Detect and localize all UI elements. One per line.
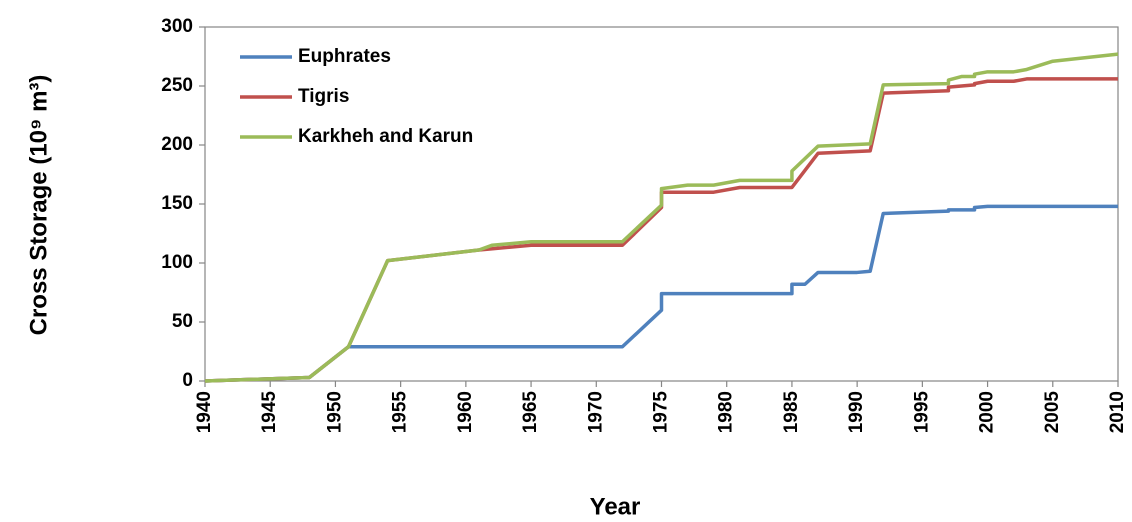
- x-tick-label: 1995: [911, 391, 932, 434]
- y-axis-title: Cross Storage (10⁹ m³): [25, 75, 52, 336]
- x-tick-label: 2005: [1042, 391, 1063, 434]
- series-line: [204, 52, 1119, 383]
- x-tick-label: 2000: [977, 391, 998, 433]
- x-tick-label: 1980: [716, 391, 737, 433]
- legend-label: Karkheh and Karun: [298, 126, 473, 147]
- x-tick-label: 1940: [194, 391, 215, 433]
- y-tick-label: 50: [172, 311, 193, 332]
- legend-label: Euphrates: [298, 46, 391, 67]
- y-tick-label: 300: [161, 16, 193, 37]
- y-tick-label: 100: [161, 252, 193, 273]
- x-tick-label: 1960: [455, 391, 476, 433]
- x-tick-label: 1950: [324, 391, 345, 433]
- legend-label: Tigris: [298, 86, 349, 107]
- series-line: [204, 204, 1118, 383]
- x-tick-label: 2010: [1107, 391, 1128, 433]
- x-tick-label: 1945: [259, 391, 280, 434]
- x-tick-label: 1985: [781, 391, 802, 434]
- series-line: [204, 77, 1118, 383]
- x-axis-title: Year: [590, 493, 641, 520]
- x-tick-label: 1955: [390, 391, 411, 434]
- x-tick-label: 1970: [585, 391, 606, 433]
- x-tick-label: 1990: [846, 391, 867, 433]
- y-tick-label: 150: [161, 193, 193, 214]
- x-tick-label: 1965: [520, 391, 541, 434]
- y-tick-label: 0: [182, 370, 193, 391]
- x-tick-label: 1975: [651, 391, 672, 434]
- y-tick-label: 250: [161, 75, 193, 96]
- y-tick-label: 200: [161, 134, 193, 155]
